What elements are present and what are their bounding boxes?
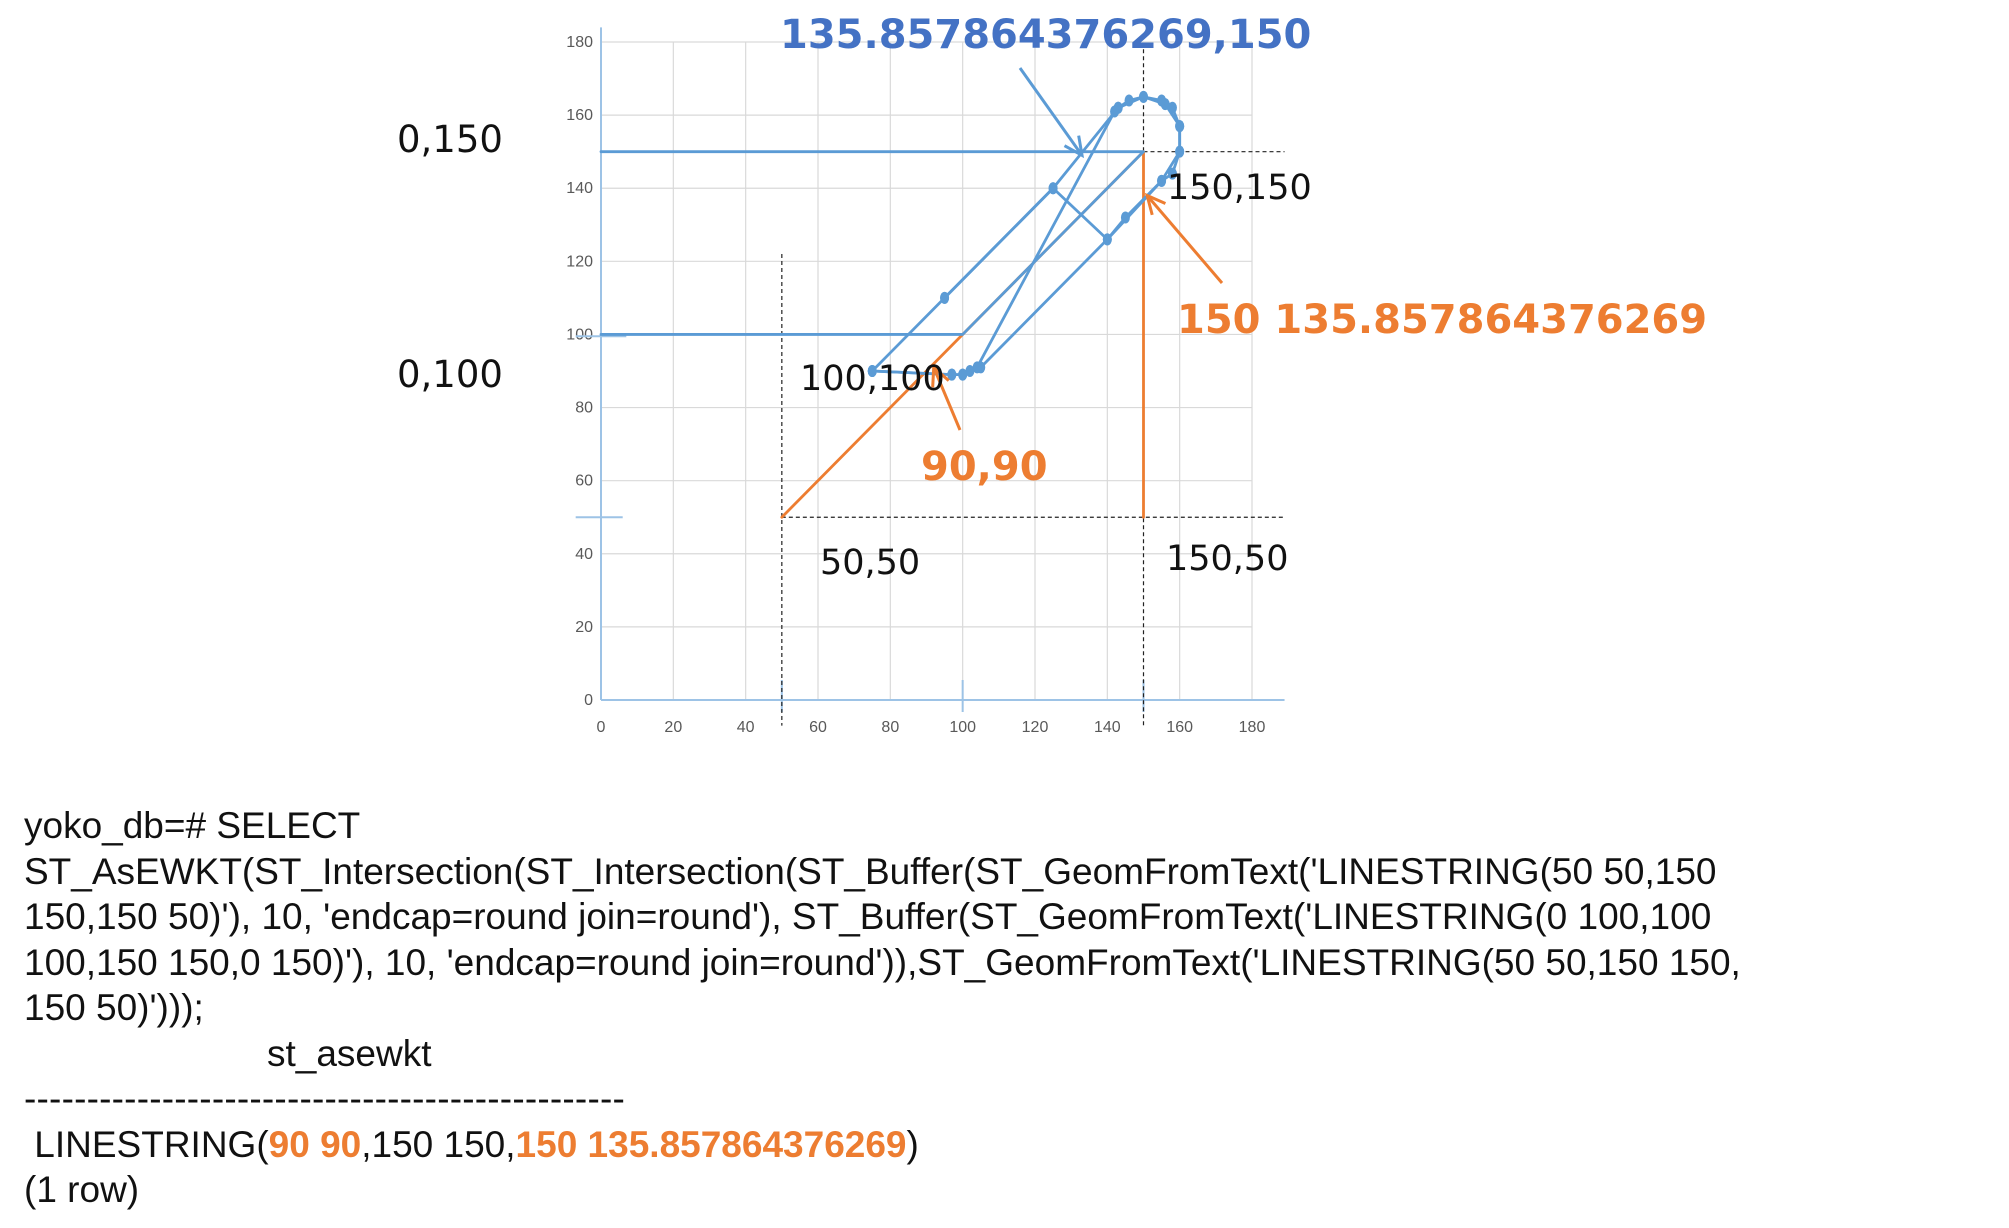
data-point [972,361,982,374]
data-point [1110,105,1120,118]
result-line: LINESTRING(90 90,150 150,150 135.8578643… [24,1122,1994,1168]
orange-callout-arrow [1145,194,1224,284]
y-tick-label: 20 [575,619,593,636]
axis-tick-labels: 0 20 40 60 80 100 120 140 160 180 0 20 40 60 80 100 120 1… [566,34,1265,736]
orange-callout-arrow-head [1144,192,1167,216]
geometry-plot: 0 20 40 60 80 100 120 140 160 180 0 20 40 60 80 100 120 1… [566,27,1285,736]
sql-query-block: yoko_db=# SELECT ST_AsEWKT(ST_Intersecti… [24,803,1994,1213]
left-label-0-150: 0,150 [397,118,503,161]
blue-callout-arrow-head [1063,135,1085,159]
left-label-0-100: 0,100 [397,353,503,396]
row-count: (1 row) [24,1169,140,1210]
data-point [1167,167,1177,180]
y-tick-label: 60 [575,473,593,490]
x-tick-label: 20 [664,719,682,736]
data-point [1157,94,1167,107]
data-point [940,291,950,304]
point-label-150-150: 150,150 [1167,168,1312,208]
data-point [1124,94,1134,107]
y-tick-label: 40 [575,546,593,563]
separator: ----------------------------------------… [24,1078,626,1119]
x-tick-label: 80 [881,719,899,736]
y-tick-label: 100 [566,326,593,343]
x-tick-label: 100 [949,719,976,736]
data-point [965,365,975,377]
point-label-50-50: 50,50 [820,543,921,583]
sql-line: 150 50)'))); [24,987,204,1028]
data-point [1175,145,1185,158]
data-point [1120,211,1130,224]
data-point [867,365,877,377]
x-tick-label: 60 [809,719,827,736]
y-tick-label: 0 [584,692,593,709]
callout-arrows [931,67,1224,431]
result-highlight-end: 150 135.857864376269 [515,1123,907,1165]
sql-line: 150,150 50)'), 10, 'endcap=round join=ro… [24,896,1712,937]
series-line [870,95,1182,377]
y-tick-label: 180 [566,34,593,51]
data-point [1139,90,1148,103]
blue-point-label: 135.857864376269,150 [780,12,1312,58]
sql-line: yoko_db=# SELECT [24,805,361,846]
data-point [1175,120,1185,133]
x-tick-label: 160 [1166,719,1193,736]
y-tick-label: 80 [575,400,593,417]
y-tick-label: 120 [566,253,593,270]
data-point [947,368,957,381]
data-point [958,368,968,381]
orange-point-label: 150 135.857864376269 [1177,297,1708,343]
x-tick-label: 40 [737,719,755,736]
series-line [599,150,1145,336]
x-tick-label: 180 [1239,719,1266,736]
x-tick-label: 140 [1094,719,1121,736]
data-markers [867,90,1185,381]
data-point [1167,101,1177,114]
orange-90-90-label: 90,90 [921,444,1048,490]
x-tick-label: 0 [597,719,606,736]
sql-line: 100,150 150,0 150)'), 10, 'endcap=round … [24,941,1741,983]
orange-90-callout-arrow [932,366,962,431]
series-line [870,95,1182,377]
data-point [1157,174,1167,187]
data-point [1048,182,1058,195]
result-prefix: LINESTRING( [24,1123,269,1165]
orange-90-callout-arrow-head [931,364,950,388]
sql-line: ST_AsEWKT(ST_Intersection(ST_Intersectio… [24,850,1717,892]
y-tick-label: 140 [566,180,593,197]
result-suffix: ) [906,1123,919,1165]
result-highlight-start: 90 90 [268,1123,362,1165]
result-mid: ,150 150, [361,1123,516,1165]
x-tick-label: 120 [1022,719,1049,736]
column-header: st_asewkt [267,1032,432,1074]
blue-callout-arrow [1018,67,1084,157]
y-tick-label: 160 [566,107,593,124]
data-point [1102,233,1112,246]
point-label-100-100: 100,100 [800,359,945,399]
point-label-150-50: 150,50 [1166,539,1289,579]
